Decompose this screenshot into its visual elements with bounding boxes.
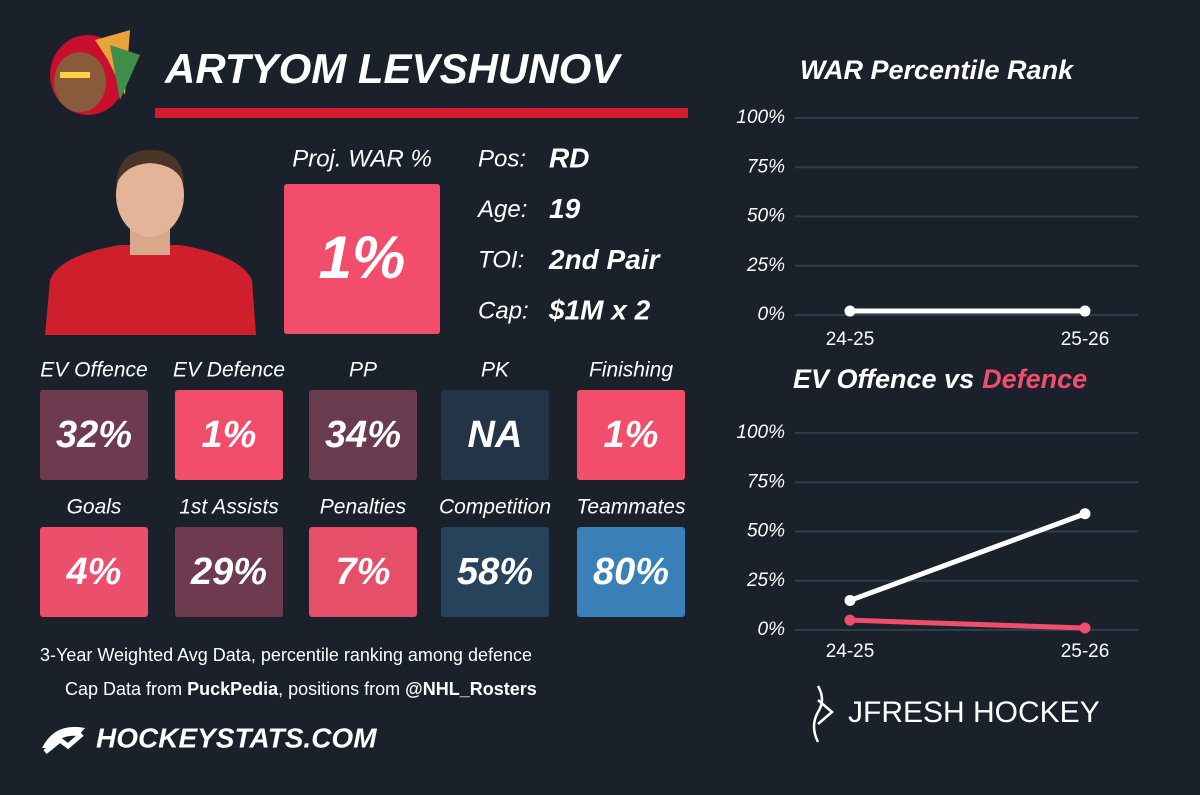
y-tick-label: 100% [736,107,785,128]
stat-tiles: EV Offence 32% EV Defence 1% PP 34% PK NA Finish… [40,359,686,617]
tile [175,527,283,617]
info-list: Pos: RD Age: 19 TOI: 2nd Pair Cap: $1M x 2 [476,142,662,325]
tile [441,390,549,480]
tile-value: 34% [325,414,401,456]
tile [175,390,283,480]
tile [309,527,417,617]
tile-value: 7% [336,551,391,593]
tile-label: Finishing [589,359,673,382]
team-logo [50,30,140,115]
tile [577,527,685,617]
y-tick-label: 75% [747,156,785,177]
info-value: 2nd Pair [548,244,662,275]
tile [441,527,549,617]
y-tick-label: 50% [747,206,785,227]
info-value: $1M x 2 [548,294,651,325]
tile-value: 58% [457,551,533,593]
info-value: RD [549,142,589,173]
y-tick-label: 50% [747,521,785,542]
y-tick-label: 100% [736,422,785,443]
footer-note: 3-Year Weighted Avg Data, percentile ran… [40,645,532,665]
credit-text: , positions from [278,679,405,699]
x-tick-label: 24-25 [826,329,875,350]
info-label: Pos: [478,145,526,172]
site-name: HOCKEYSTATS.COM [96,722,377,753]
info-label: TOI: [478,247,524,274]
tile-label: PP [349,359,377,382]
tile [309,390,417,480]
y-tick-label: 0% [758,619,786,640]
tile-label: Competition [439,496,551,519]
y-tick-label: 0% [758,304,786,325]
series-line [849,511,1086,603]
brand-name: JFRESH HOCKEY [848,696,1100,729]
charts: WAR Percentile Rank 0% 25% 50% 75% 100% 24-25 2… [736,55,1138,662]
tile [577,390,685,480]
tile-label: EV Defence [173,359,285,382]
x-tick-label: 25-26 [1061,641,1110,662]
point [1079,508,1091,520]
tile-value: 1% [202,414,257,456]
tile-value: 80% [593,551,669,593]
tile-value: 32% [56,414,132,456]
tile-label: Penalties [320,496,407,519]
tile-label: EV Offence [40,359,147,382]
credit-text: Cap Data from [65,679,187,699]
info-label: Cap: [478,297,529,324]
tile-label: Goals [67,496,122,519]
site-icon [42,726,85,754]
point [844,305,856,317]
name-underline [155,108,688,118]
credit-source: @NHL_Rosters [405,679,537,699]
tile [40,390,148,480]
credit-source: PuckPedia [187,679,279,699]
chart-title: WAR Percentile Rank [800,55,1075,85]
x-tick-label: 25-26 [1061,329,1110,350]
info-value: 19 [549,193,581,224]
y-tick-label: 25% [746,255,785,276]
tile-label: PK [481,359,510,382]
player-photo [45,150,256,335]
player-name: ARTYOM LEVSHUNOV [164,45,622,92]
point [1079,305,1091,317]
tile-label: 1st Assists [179,496,279,519]
point [844,594,856,606]
footer-credit: Cap Data from PuckPedia, positions from … [40,679,552,699]
info-label: Age: [476,196,527,223]
series-line [849,617,1086,631]
y-tick-label: 75% [747,471,785,492]
proj-war-value: 1% [319,224,406,291]
point [1079,622,1091,634]
chart-title: EV Offence vs Defence [793,364,1087,394]
tile-value: NA [468,414,523,456]
brand-logo [812,685,834,743]
tile-label: Teammates [577,496,686,519]
tile-value: 29% [190,551,267,593]
proj-war-label: Proj. WAR % [292,145,432,172]
y-tick-label: 25% [746,570,785,591]
tile-value: 4% [66,551,122,593]
tile [40,527,148,617]
tile-value: 1% [604,414,659,456]
proj-war-tile [284,184,440,334]
point [844,614,856,626]
x-tick-label: 24-25 [826,641,875,662]
chart-title-highlight: Defence [982,364,1087,394]
